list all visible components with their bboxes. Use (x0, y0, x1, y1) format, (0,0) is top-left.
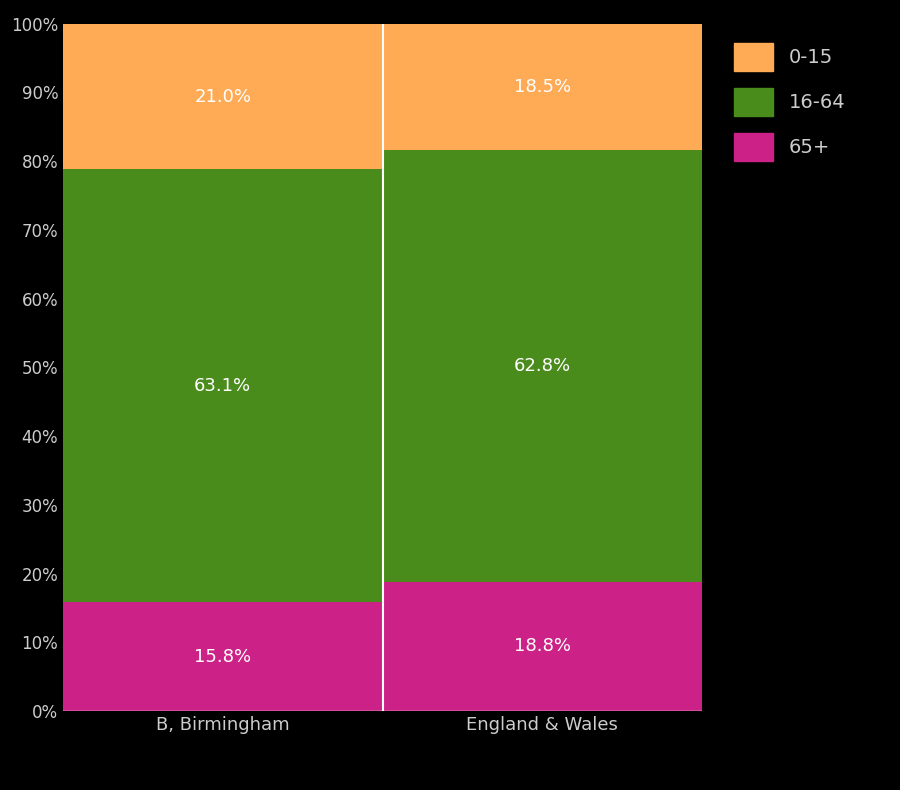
Legend: 0-15, 16-64, 65+: 0-15, 16-64, 65+ (724, 33, 855, 171)
Bar (382, 581, 702, 711)
Bar (63, 169, 382, 603)
Text: 18.5%: 18.5% (514, 77, 571, 96)
Text: 62.8%: 62.8% (514, 357, 571, 375)
Text: 15.8%: 15.8% (194, 648, 251, 666)
Text: 63.1%: 63.1% (194, 377, 251, 394)
Bar (63, 603, 382, 711)
Bar (382, 23, 702, 150)
Text: 18.8%: 18.8% (514, 638, 571, 656)
Text: 21.0%: 21.0% (194, 88, 251, 106)
Bar (63, 24, 382, 169)
Bar (382, 150, 702, 581)
